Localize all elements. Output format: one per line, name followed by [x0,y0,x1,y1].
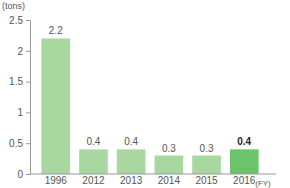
y-tick: 0 [17,169,30,180]
x-axis-title: (FY) [255,179,271,188]
y-tick: 2 [17,46,30,57]
data-label: 0.3 [162,143,176,154]
x-tick-label: 2014 [158,175,181,186]
x-tick-label: 1996 [45,175,68,186]
y-tick: 1.5 [9,76,30,87]
x-tick: 1996 [45,174,68,186]
y-tick-label: 1.5 [9,76,23,87]
y-tick: 1 [17,107,30,118]
bar [192,156,221,174]
y-axis-title: (tons) [2,1,25,11]
bar [117,149,146,174]
x-tick: 2014 [158,174,181,186]
bar [79,149,108,174]
x-tick: 2015 [195,174,218,186]
data-label: 0.4 [124,136,138,147]
bar [155,156,184,174]
y-tick-mark [26,174,30,175]
x-tick: 2016 [233,174,256,186]
data-labels: 2.2 0.4 0.4 0.3 0.3 0.4 [49,25,252,153]
y-tick-mark [26,82,30,83]
x-axis: 1996 2012 2013 2014 2015 2016 [30,174,276,186]
x-tick-label: 2015 [195,175,218,186]
y-tick: 2.5 [9,15,30,26]
data-label: 2.2 [49,25,63,36]
x-tick-label: 2016 [233,175,256,186]
x-tick-label: 2012 [82,175,105,186]
bar [41,38,70,174]
data-label: 0.3 [200,143,214,154]
y-tick-label: 1 [17,107,23,118]
y-tick-mark [26,51,30,52]
chart: 0 0.5 1 1.5 2 2.5 1996 2012 2013 2014 2015 2016(FY)… [0,0,290,188]
bars [41,38,258,174]
x-tick-label: 2013 [120,175,143,186]
y-tick: 0.5 [9,138,30,149]
y-tick-label: 2 [17,46,23,57]
y-axis: 0 0.5 1 1.5 2 2.5 [9,15,30,180]
y-tick-label: 0 [17,169,23,180]
data-label: 0.4 [237,136,251,147]
bar [230,149,259,174]
y-tick-mark [26,112,30,113]
y-tick-mark [26,20,30,21]
y-tick-label: 0.5 [9,138,23,149]
y-tick-label: 2.5 [9,15,23,26]
y-axis-line [30,21,31,175]
y-tick-mark [26,143,30,144]
x-tick: 2013 [120,174,143,186]
x-tick: 2012 [82,174,105,186]
data-label: 0.4 [86,136,100,147]
